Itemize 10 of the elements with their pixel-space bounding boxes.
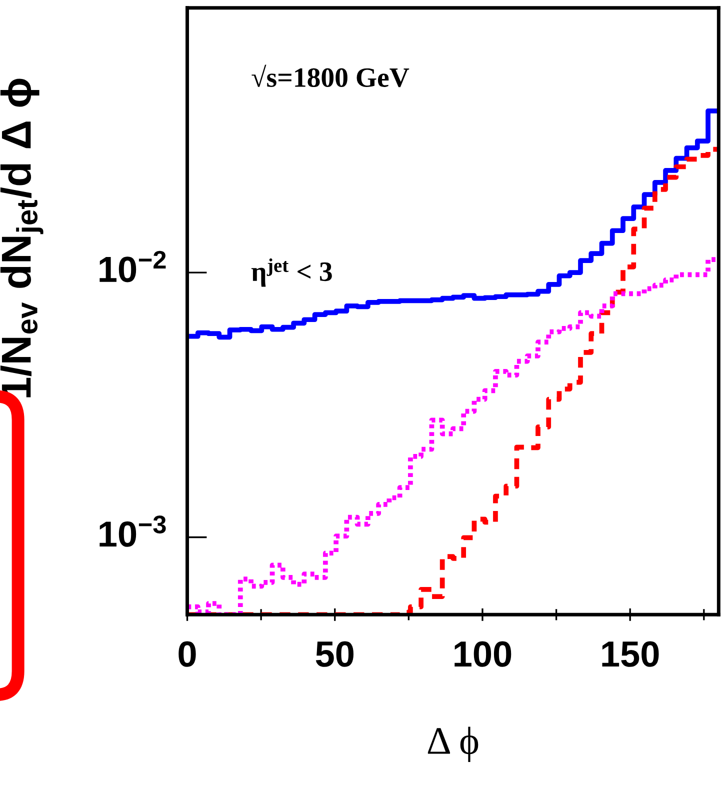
x-tick-label: 100 [454,641,512,667]
x-axis-title: Δ ϕ [428,726,478,762]
x-tick-label: 50 [316,641,354,667]
y-tick-label: 10$^{−3}$ [100,516,166,547]
x-tick-label: 150 [602,641,659,667]
annotation: √s=1800 GeV [252,64,410,88]
x-tick-label: 0 [178,641,196,667]
annotation: η$^{jet}$ < 3 [251,258,332,287]
y-tick-label: 10$^{−2}$ [100,250,166,282]
y-axis-title: 1/N$_{ev}$ dN$_{jet}$/d Δ ϕ [0,78,44,398]
